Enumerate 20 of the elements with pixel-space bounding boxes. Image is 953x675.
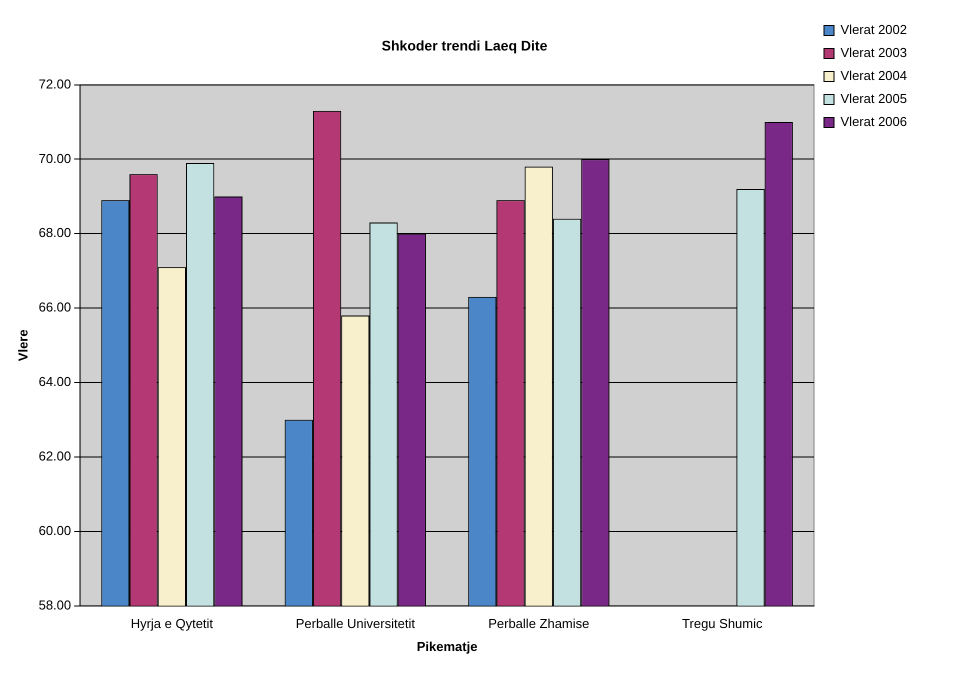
legend-label: Vlerat 2005 <box>840 91 908 106</box>
x-tick-label: Perballe Universitetit <box>296 616 416 632</box>
y-tick-label: 64.00 <box>38 374 72 390</box>
y-axis-title: Vlere <box>15 329 30 362</box>
x-tick-label: Tregu Shumic <box>682 616 763 632</box>
y-tick-label: 68.00 <box>38 225 72 240</box>
legend-label: Vlerat 2006 <box>840 114 908 130</box>
y-tick-label: 62.00 <box>38 448 72 464</box>
y-tick-label: 58.00 <box>38 597 72 612</box>
legend-label: Vlerat 2004 <box>840 68 908 84</box>
y-tick-label: 70.00 <box>38 150 72 166</box>
chart-title: Shkoder trendi Laeq Dite <box>382 37 548 54</box>
legend-label: Vlerat 2002 <box>840 22 908 38</box>
x-axis-title: Pikematje <box>416 638 478 654</box>
legend-label: Vlerat 2003 <box>840 45 908 60</box>
y-tick-label: 66.00 <box>38 300 72 315</box>
y-tick-label: 72.00 <box>38 76 72 92</box>
x-tick-label: Hyrja e Qytetit <box>130 616 214 632</box>
y-tick-label: 60.00 <box>38 522 72 538</box>
x-tick-label: Perballe Zhamise <box>488 616 590 632</box>
